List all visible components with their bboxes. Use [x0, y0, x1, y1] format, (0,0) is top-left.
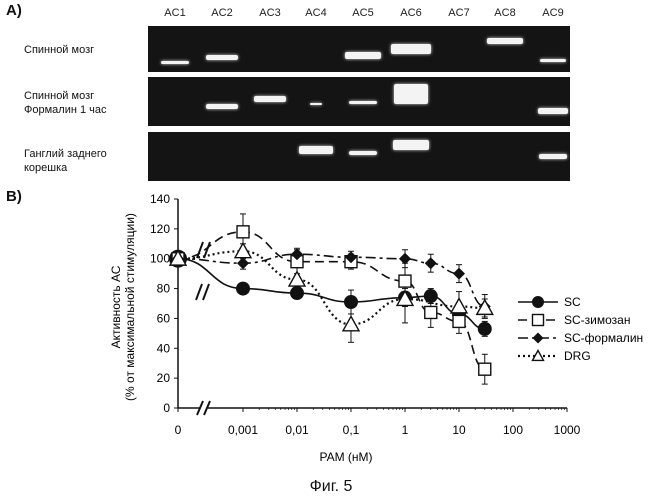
- curve-break-mark: [202, 283, 210, 301]
- series-3-point: [287, 270, 307, 287]
- series-0-point: [290, 286, 304, 301]
- y-axis-label: Активность АС: [109, 265, 123, 348]
- x-axis-break-mark: [203, 400, 211, 416]
- gel-band: [349, 101, 377, 104]
- x-tick-label: 0,01: [285, 423, 309, 437]
- series-3-point: [168, 249, 188, 266]
- legend-marker-0: [532, 296, 544, 308]
- series-2-point: [399, 252, 411, 265]
- series-0-point: [477, 321, 492, 336]
- lane-label-ac9: AC9: [542, 7, 564, 19]
- gel-band: [391, 44, 431, 54]
- gel-band: [538, 108, 568, 114]
- y-tick-label: 120: [150, 222, 170, 236]
- gel-band: [206, 104, 238, 109]
- x-tick-label: 1000: [554, 423, 581, 437]
- legend-label-0: SC: [564, 295, 581, 309]
- series-2-point: [291, 248, 303, 261]
- gel-band: [299, 146, 333, 154]
- series-1-point: [452, 314, 466, 329]
- y-tick-label: 100: [150, 252, 170, 266]
- series-3-point: [233, 241, 253, 259]
- lane-label-ac4: AC4: [305, 7, 327, 19]
- series-0-line: [177, 257, 485, 330]
- curve-break-mark: [203, 241, 211, 259]
- gel-band: [161, 61, 189, 64]
- gel-band: [349, 151, 377, 155]
- y-tick-label: 0: [163, 401, 170, 415]
- legend-marker-2: [532, 332, 544, 344]
- lane-label-ac5: AC5: [352, 7, 374, 19]
- x-tick-label: 0,1: [343, 423, 360, 437]
- x-axis-break-mark: [196, 400, 204, 416]
- series-3-point: [449, 297, 469, 314]
- lane-label-ac6: AC6: [400, 7, 422, 19]
- series-1-point: [398, 274, 412, 288]
- gel-row-label-2-line1: Спинной мозг: [24, 90, 95, 102]
- gel-band: [540, 59, 566, 62]
- gel-band: [206, 55, 238, 60]
- y-tick-label: 60: [157, 311, 171, 325]
- y-tick-label: 20: [157, 371, 171, 385]
- gel-row-label-3-line1: Ганглий заднего: [24, 148, 107, 160]
- panel-b-letter: B): [6, 188, 22, 205]
- gel-row-spinal-cord: [148, 26, 570, 72]
- gel-band: [254, 96, 286, 102]
- legend-label-2: SC-формалин: [564, 331, 643, 345]
- x-tick-label: 1: [402, 423, 409, 437]
- gel-band: [393, 140, 429, 150]
- x-tick-label: 0,001: [228, 423, 258, 437]
- legend-marker-3: [531, 349, 545, 362]
- series-3-point: [395, 289, 415, 307]
- gel-band: [539, 154, 567, 159]
- series-3-point: [341, 314, 361, 332]
- series-1-point: [236, 225, 250, 239]
- lane-label-ac2: AC2: [211, 7, 233, 19]
- y-tick-label: 140: [150, 192, 170, 206]
- gel-band: [345, 52, 381, 59]
- series-2-point: [345, 251, 357, 264]
- x-tick-label: 10: [452, 423, 466, 437]
- series-0-point: [236, 281, 250, 296]
- legend-marker-1: [531, 313, 545, 327]
- lane-label-ac1: AC1: [164, 7, 186, 19]
- series-1-point: [424, 305, 438, 320]
- x-tick-label: 100: [503, 423, 523, 437]
- panel-a-letter: A): [6, 2, 22, 19]
- gel-band: [487, 38, 523, 44]
- y-axis-label-units: (% от максимальной стимуляции): [123, 213, 137, 401]
- lane-label-ac8: AC8: [494, 7, 516, 19]
- curve-break-mark: [195, 283, 203, 301]
- series-2-point: [424, 257, 437, 270]
- series-0-point: [344, 295, 358, 310]
- gel-band: [310, 103, 322, 105]
- gel-row-label-1-line1: Спинной мозг: [24, 44, 95, 56]
- series-0-point: [423, 289, 438, 304]
- series-3-point: [475, 298, 494, 316]
- curve-break-mark: [196, 241, 204, 259]
- series-2-point: [237, 257, 249, 270]
- x-axis-label: PAM (нМ): [319, 450, 372, 464]
- x-tick-label: 0: [175, 423, 182, 437]
- gel-band: [394, 84, 428, 104]
- series-2-point: [453, 267, 465, 280]
- chart-legend: SC SC-зимозан SC-формалин DRG: [518, 295, 643, 363]
- y-tick-label: 40: [157, 341, 171, 355]
- gel-row-drg: [148, 132, 570, 181]
- gel-row-label-2-line2: Формалин 1 час: [24, 104, 107, 116]
- legend-label-1: SC-зимозан: [564, 313, 630, 327]
- gel-row-label-3-line2: корешка: [24, 162, 68, 174]
- figure-caption: Фиг. 5: [309, 478, 353, 495]
- lane-label-ac7: AC7: [448, 7, 470, 19]
- legend-label-3: DRG: [564, 349, 591, 363]
- series-1-point: [478, 362, 492, 376]
- lane-label-ac3: AC3: [259, 7, 281, 19]
- y-tick-label: 80: [157, 282, 171, 296]
